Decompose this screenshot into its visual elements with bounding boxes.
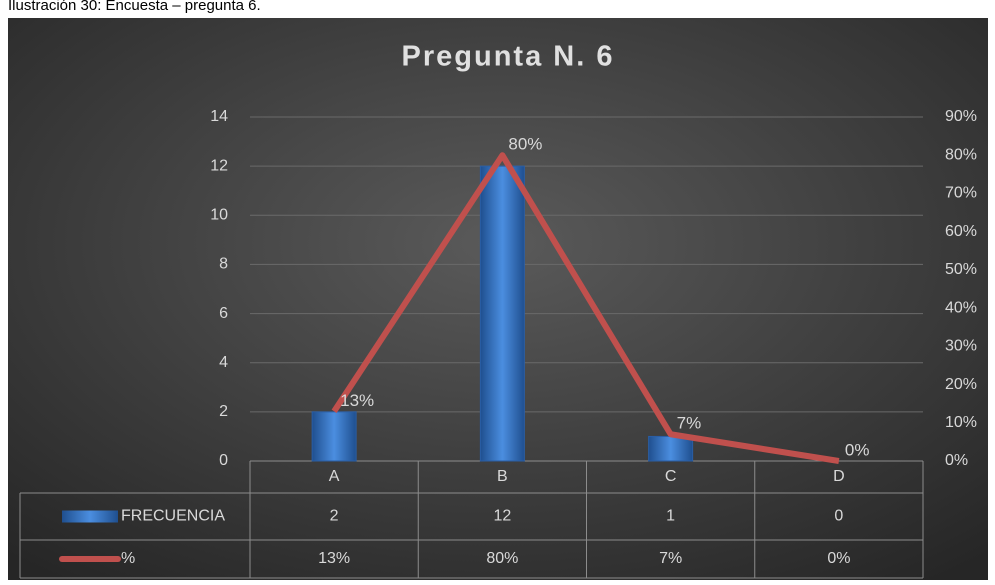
legend-label: % [121,550,135,567]
table-cell: 13% [318,550,350,567]
table-cell: 80% [486,550,518,567]
data-label: 7% [677,414,702,433]
legend-label: FRECUENCIA [121,508,225,525]
y-tick-label: 2 [219,403,228,420]
y2-tick-label: 90% [945,108,977,125]
bar [479,165,525,462]
y-tick-label: 12 [210,157,228,174]
table-cell: 2 [330,508,339,525]
table-cell: 0 [834,508,843,525]
bar [311,411,357,462]
y2-tick-label: 0% [945,452,968,469]
table-cell: 12 [493,508,511,525]
data-label: 0% [845,440,870,459]
table-cell: 0% [827,550,850,567]
y2-tick-label: 70% [945,185,977,202]
y-tick-label: 8 [219,256,228,273]
x-tick-label: D [833,468,845,485]
y-tick-label: 0 [219,452,228,469]
table-cell: 7% [659,550,682,567]
y2-tick-label: 50% [945,261,977,278]
x-tick-label: A [329,468,340,485]
data-label: 80% [508,135,542,154]
chart-title: Pregunta N. 6 [402,41,615,73]
y2-tick-label: 60% [945,223,977,240]
x-tick-label: B [497,468,508,485]
y2-tick-label: 80% [945,146,977,163]
table-cell: 1 [666,508,675,525]
x-tick-label: C [665,468,677,485]
y-tick-label: 6 [219,305,228,322]
caption: Ilustración 30: Encuesta – pregunta 6. [8,0,261,14]
data-label: 13% [340,391,374,410]
y-tick-label: 14 [210,108,228,125]
y2-tick-label: 20% [945,376,977,393]
legend-key [62,510,118,523]
bar [648,435,694,462]
y2-tick-label: 40% [945,299,977,316]
y-tick-label: 4 [219,354,228,371]
y2-tick-label: 10% [945,414,977,431]
y-tick-label: 10 [210,207,228,224]
y2-tick-label: 30% [945,338,977,355]
line [331,152,840,464]
